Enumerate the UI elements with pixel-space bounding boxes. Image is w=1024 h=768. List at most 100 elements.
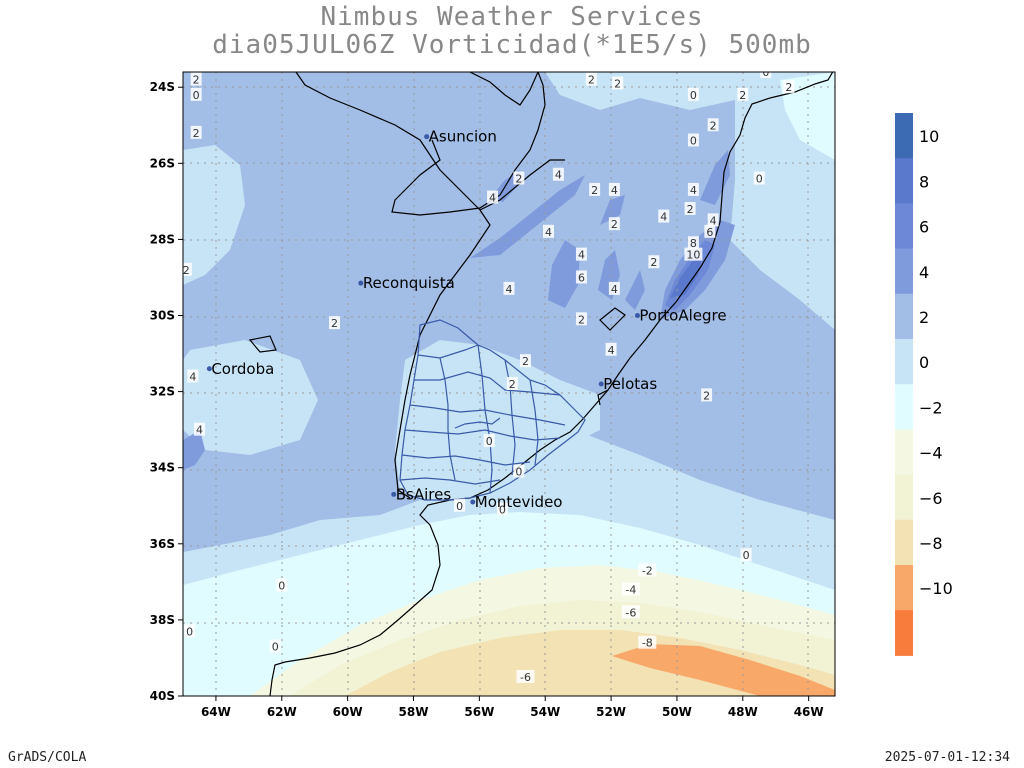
colorbar-label: −4 (919, 444, 943, 463)
contour-label-bg (552, 167, 564, 181)
contour-label: 0 (756, 173, 763, 186)
contour-label-bg (608, 182, 620, 196)
contour-label-bg (328, 316, 340, 330)
contour-label-bg (190, 87, 202, 101)
city-label: Cordoba (211, 360, 274, 378)
field-0-2-uruguay (395, 340, 600, 505)
contour-label: -6 (625, 606, 636, 619)
chart-subtitle: dia05JUL06Z Vorticidad(*1E5/s) 500mb (212, 30, 812, 60)
city-dot (206, 366, 212, 372)
city-dot (598, 381, 604, 387)
contour-label-bg (707, 213, 719, 227)
contour-label-bg (753, 171, 765, 185)
contour-label-bg (740, 548, 752, 562)
contour-label-bg (589, 182, 601, 196)
contour-label: 4 (608, 344, 615, 357)
colorbar-label: −6 (919, 489, 943, 508)
contour-label-bg (496, 502, 508, 516)
contour-label: 2 (183, 264, 190, 277)
contour-label-bg (783, 80, 795, 94)
colorbar-label: 6 (919, 218, 929, 237)
contour-label: 4 (506, 283, 513, 296)
contour-label-bg (605, 342, 617, 356)
contour-label-bg (687, 182, 699, 196)
contour-label-bg (638, 563, 657, 577)
contour-label: 2 (650, 256, 657, 269)
colorbar-swatch (895, 248, 913, 295)
contour-label-bg (608, 217, 620, 231)
lon-tick-label: 64W (201, 705, 231, 719)
contour-label-bg (269, 639, 281, 653)
contour-label-bg (658, 209, 670, 223)
colorbar-swatch (895, 610, 913, 656)
contour-label: 4 (489, 192, 496, 205)
city-label: BsAires (396, 485, 452, 503)
axis-ticks: 24S 26S 28S 30S 32S 34S 36S 38S 40S 64W 62W 60W 58W 5… (150, 80, 824, 719)
contour-label: 2 (614, 77, 621, 90)
contour-label-bg (612, 76, 624, 90)
contour-label-bg (513, 171, 525, 185)
field-4-6-west (183, 430, 205, 470)
city-label: Montevideo (475, 493, 563, 511)
city-dot (470, 499, 476, 505)
colorbar-label: 8 (919, 172, 929, 191)
contour-label: 0 (743, 549, 750, 562)
contour-label-bg (184, 624, 196, 638)
colorbar-swatch (895, 429, 913, 476)
colorbar-label: 4 (919, 263, 929, 282)
lat-tick-label: 40S (150, 689, 175, 703)
contour-label-bg (276, 578, 288, 592)
contour-label: -6 (520, 671, 531, 684)
contour-label-bg (454, 498, 466, 512)
contour-label: 0 (762, 66, 769, 79)
city-markers: Asuncion Reconquista Cordoba PortoAlegre Pel… (206, 128, 727, 511)
colorbar-label: −2 (919, 398, 943, 417)
lon-tick-label: 56W (464, 705, 494, 719)
field-0-2-cordoba (183, 145, 245, 285)
contour-label: 0 (690, 89, 697, 102)
colorbar-label: 0 (919, 353, 929, 372)
contour-label-bg (621, 605, 640, 619)
city-dot (391, 491, 397, 497)
contour-label: 2 (703, 389, 710, 402)
lat-tick-label: 28S (150, 232, 175, 246)
lon-tick-label: 48W (728, 705, 758, 719)
contour-label: 4 (611, 283, 618, 296)
contour-label-bg (687, 133, 699, 147)
contour-label: 0 (186, 625, 193, 638)
contour-label: 2 (588, 74, 595, 87)
contour-label-bg (585, 72, 597, 86)
footer-credit: GrADS/COLA (8, 750, 87, 765)
contour-label-bg (516, 669, 535, 683)
contour-label: -4 (625, 583, 636, 596)
contour-label: 2 (710, 119, 717, 132)
coastline (248, 72, 834, 696)
contour-label: 4 (710, 214, 717, 227)
contour-label: 0 (515, 466, 522, 479)
contour-label: 4 (196, 424, 203, 437)
contour-label: 0 (278, 580, 285, 593)
lon-tick-label: 54W (530, 705, 560, 719)
lon-tick-label: 58W (399, 705, 429, 719)
uruguay-borders (399, 319, 586, 501)
contour-label-bg (503, 281, 515, 295)
contour-label: 2 (578, 313, 585, 326)
colorbar-swatch (895, 519, 913, 566)
contour-label: 2 (193, 127, 200, 140)
lon-tick-label: 62W (267, 705, 297, 719)
lat-tick-label: 34S (150, 461, 175, 475)
colorbar-swatch (895, 565, 913, 611)
colorbar-swatch (895, 113, 913, 159)
contour-label-bg (707, 118, 719, 132)
contour-label: 6 (706, 226, 713, 239)
contour-label-bg (638, 635, 657, 649)
contour-label: 2 (591, 184, 598, 197)
contour-label-bg (701, 388, 713, 402)
contour-label: 2 (687, 203, 694, 216)
contour-label-bg (687, 236, 699, 250)
colorbar-label: 2 (919, 308, 929, 327)
city-dot (634, 313, 640, 319)
contour-label-bg (648, 255, 660, 269)
contour-label-bg (487, 190, 499, 204)
